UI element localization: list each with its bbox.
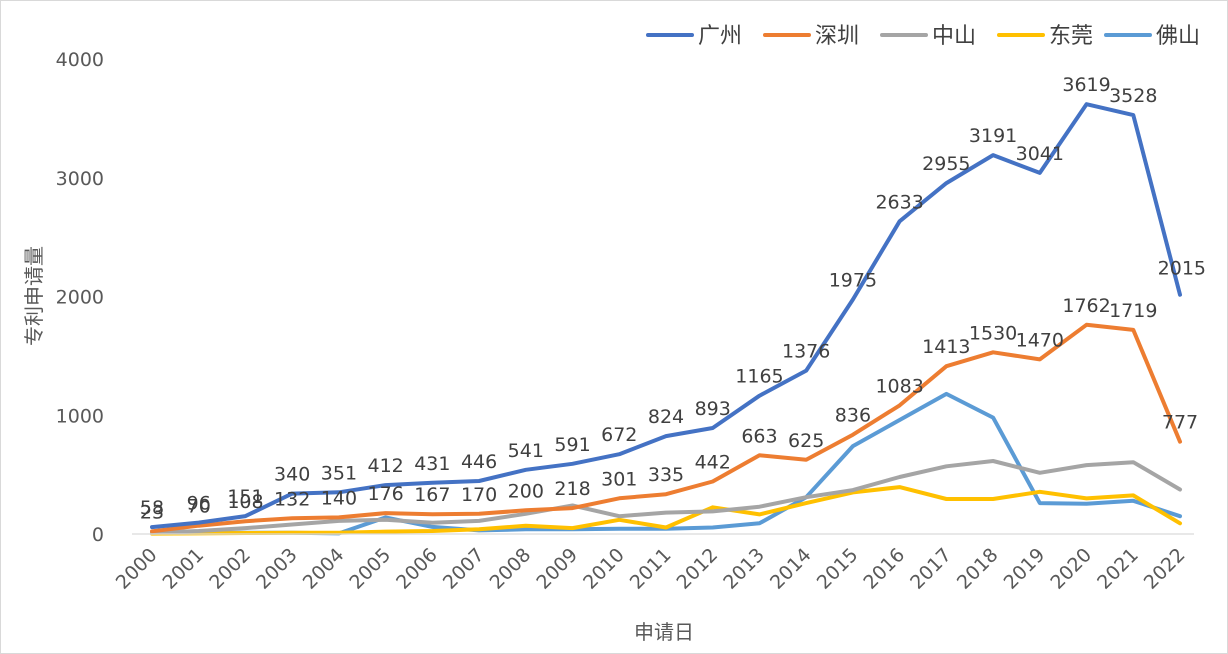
legend-label: 佛山 bbox=[1156, 24, 1200, 49]
data-label: 824 bbox=[648, 406, 684, 428]
data-label: 541 bbox=[508, 440, 544, 462]
y-axis-title: 专利申请量 bbox=[22, 246, 46, 346]
data-label: 412 bbox=[368, 455, 404, 477]
data-label: 132 bbox=[274, 488, 310, 510]
data-label: 431 bbox=[414, 453, 450, 475]
data-label: 167 bbox=[414, 484, 450, 506]
legend: 广州 深圳 中山 东莞 佛山 bbox=[646, 24, 1200, 49]
data-label: 591 bbox=[554, 434, 590, 456]
legend-label: 广州 bbox=[698, 24, 742, 49]
legend-label: 东莞 bbox=[1049, 24, 1093, 49]
data-label: 3619 bbox=[1062, 74, 1110, 96]
data-label: 70 bbox=[187, 496, 211, 518]
series-line-2 bbox=[150, 459, 1182, 535]
data-label: 1719 bbox=[1109, 300, 1157, 322]
data-label: 351 bbox=[321, 462, 357, 484]
data-label: 625 bbox=[788, 430, 824, 452]
data-label: 1413 bbox=[922, 336, 970, 358]
data-label: 3191 bbox=[969, 125, 1017, 147]
data-label: 108 bbox=[227, 491, 263, 513]
data-label: 663 bbox=[741, 425, 777, 447]
y-tick-label: 3000 bbox=[56, 168, 104, 190]
data-label: 1975 bbox=[829, 269, 877, 291]
data-label: 301 bbox=[601, 468, 637, 490]
data-label: 1083 bbox=[875, 375, 923, 397]
y-tick-label: 0 bbox=[92, 524, 104, 546]
data-label: 340 bbox=[274, 464, 310, 486]
data-labels: 58 96 151 340 351 412 431 446 541 591 672 824 893116… bbox=[140, 74, 1206, 523]
data-label: 1165 bbox=[735, 366, 783, 388]
data-label: 3041 bbox=[1016, 143, 1064, 165]
data-label: 672 bbox=[601, 424, 637, 446]
data-label: 2015 bbox=[1158, 258, 1206, 280]
series-line-1 bbox=[150, 322, 1182, 534]
data-label: 176 bbox=[368, 483, 404, 505]
data-label: 200 bbox=[508, 480, 544, 502]
data-label: 2955 bbox=[922, 153, 970, 175]
data-label: 442 bbox=[695, 452, 731, 474]
data-label: 3528 bbox=[1109, 85, 1157, 107]
series-lines bbox=[150, 102, 1182, 536]
series-line-3 bbox=[150, 485, 1182, 536]
data-label: 1376 bbox=[782, 341, 830, 363]
legend-label: 中山 bbox=[932, 24, 976, 49]
legend-label: 深圳 bbox=[815, 24, 859, 49]
y-tick-label: 4000 bbox=[56, 49, 104, 71]
data-label: 1470 bbox=[1016, 329, 1064, 351]
data-label: 893 bbox=[695, 398, 731, 420]
data-label: 140 bbox=[321, 487, 357, 509]
data-label: 1762 bbox=[1062, 295, 1110, 317]
data-label: 1530 bbox=[969, 322, 1017, 344]
data-label: 335 bbox=[648, 464, 684, 486]
x-axis-title: 申请日 bbox=[634, 620, 694, 644]
data-label: 151 bbox=[227, 486, 263, 508]
data-label: 777 bbox=[1162, 412, 1198, 434]
y-tick-label: 2000 bbox=[56, 287, 104, 309]
data-label: 446 bbox=[461, 451, 497, 473]
data-label: 218 bbox=[554, 478, 590, 500]
data-label: 836 bbox=[835, 405, 871, 427]
data-label: 23 bbox=[140, 501, 164, 523]
data-label: 96 bbox=[187, 493, 211, 515]
data-label: 170 bbox=[461, 484, 497, 506]
data-label: 58 bbox=[140, 497, 164, 519]
y-tick-label: 1000 bbox=[56, 405, 104, 427]
data-label: 2633 bbox=[875, 191, 923, 213]
series-line-0 bbox=[150, 102, 1182, 530]
